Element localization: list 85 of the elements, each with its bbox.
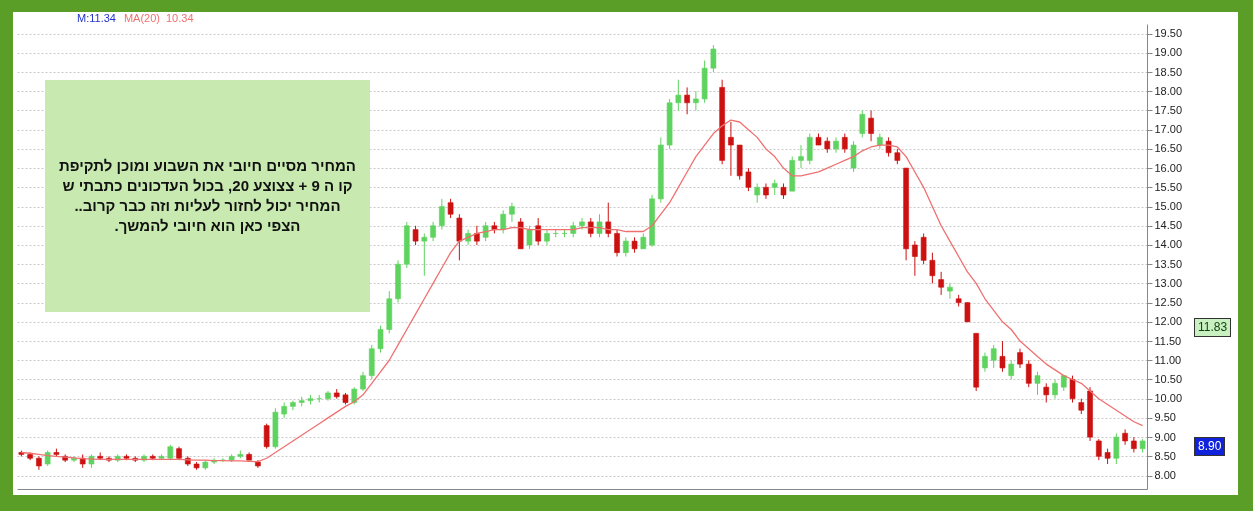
candlestick [833,136,839,154]
candlestick [535,217,541,246]
candlestick [929,252,936,284]
candlestick [1017,348,1023,369]
note-panel: המחיר מסיים חיובי את השבוע ומוכן לתקיפת קו ה 9 + צצוצע 20, בכול העדכונים כתבתי ש המחיר יכול לחזור לעליות וזה כבר קרוב.. הצפי כאן הוא חיובי להמשך. [45,80,370,312]
candlestick [482,221,489,242]
y-tick-label: 9.50 [1154,411,1176,424]
candlestick [920,232,927,265]
candlestick [710,44,717,73]
candlestick [1025,359,1032,388]
candlestick [806,133,813,165]
candlestick [868,109,874,142]
candlestick [605,202,612,238]
y-tick-label: 18.00 [1154,84,1183,97]
y-tick-label: 19.00 [1154,46,1183,59]
candlestick [912,240,918,277]
candlestick [412,225,419,246]
candlestick [982,352,988,373]
candlestick [763,182,769,200]
candlestick [263,423,270,450]
y-tick-label: 16.00 [1154,161,1183,174]
y-tick-label: 17.00 [1154,123,1183,136]
text: 10.34 [166,12,194,24]
y-tick-label: 17.50 [1154,103,1183,116]
y-tick-label: 13.00 [1154,276,1183,289]
candlestick [360,371,366,392]
y-tick-label: 10.00 [1154,392,1183,405]
candlestick [859,109,866,138]
y-tick-label: 14.00 [1154,238,1183,251]
y-tick-label: 15.50 [1154,180,1183,193]
y-tick-label: 15.00 [1154,200,1183,213]
y-tick-label: 8.50 [1154,449,1176,462]
line-series [20,119,1144,463]
candlestick [587,217,594,238]
candlestick [675,79,682,111]
candlestick [798,144,804,169]
candlestick [430,221,436,242]
y-tick-label: 19.50 [1154,27,1183,40]
candlestick [439,198,445,231]
candlestick [1122,428,1128,446]
candlestick [614,229,620,257]
candlestick [1043,382,1050,404]
y-tick-label: 18.50 [1154,65,1183,78]
candlestick [850,140,857,173]
candlestick [1034,371,1041,396]
candlestick [1096,438,1102,461]
text: 8.90 [1194,437,1226,456]
candlestick [421,232,428,277]
candlestick [1052,378,1058,400]
candlestick [684,86,690,115]
y-tick-label: 11.00 [1154,353,1182,366]
candlestick [596,213,603,238]
candlestick [447,198,454,219]
candlestick [1008,359,1015,380]
y-tick-label: 9.00 [1154,430,1176,443]
y-tick-label: 8.00 [1154,469,1176,482]
text: MA(20) [123,12,160,24]
candlestick [377,325,384,354]
candlestick [623,236,629,257]
candlestick [579,217,585,231]
candlestick [500,209,506,234]
candlestick [754,182,760,204]
candlestick [456,213,463,261]
y-tick-label: 12.00 [1154,315,1183,328]
y-tick-label: 16.50 [1154,142,1183,155]
text: 11.83 [1194,318,1232,337]
candlestick [964,302,971,323]
text: M:11.34 [77,12,116,24]
candlestick [841,133,848,154]
y-tick-label: 10.50 [1154,372,1183,385]
candlestick [509,202,515,223]
candlestick [999,340,1006,373]
candlestick [693,90,699,111]
y-tick-label: 11.50 [1154,334,1182,347]
candlestick [745,167,752,192]
candlestick [728,121,734,177]
candlestick [938,271,944,296]
candlestick [1069,375,1076,404]
candlestick [947,282,953,300]
y-tick-label: 13.50 [1154,257,1183,270]
y-tick-label: 12.50 [1154,296,1183,309]
y-tick-label: 14.50 [1154,219,1183,232]
candlestick [526,225,533,250]
candlestick [990,344,997,369]
candlestick [1113,432,1120,465]
